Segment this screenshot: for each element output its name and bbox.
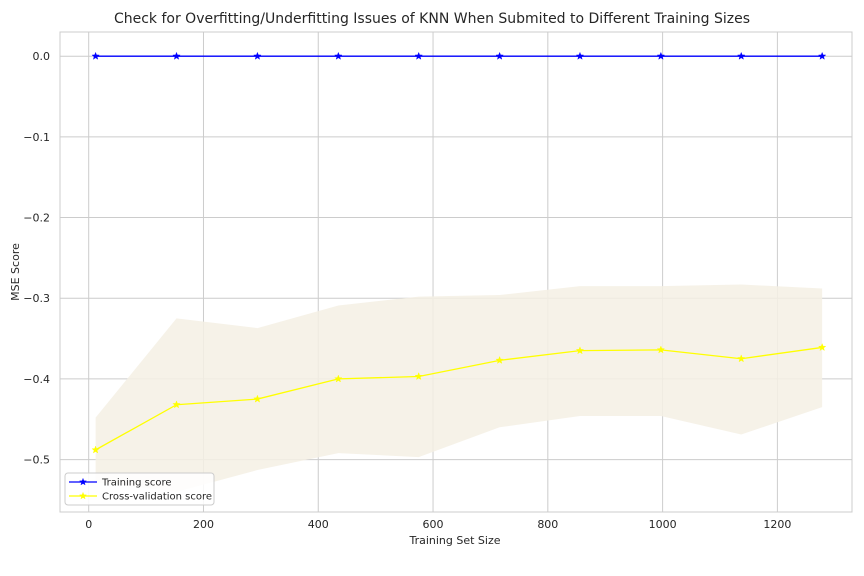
x-tick-label: 800: [537, 518, 558, 531]
data-point: [334, 51, 343, 60]
data-point: [575, 51, 585, 60]
x-tick-label: 0: [85, 518, 92, 531]
y-tick-label: −0.3: [23, 292, 50, 305]
y-tick-label: −0.2: [23, 212, 50, 225]
data-point: [495, 355, 504, 364]
legend-label: Cross-validation score: [102, 492, 212, 503]
legend-swatch-marker: [79, 477, 87, 486]
x-tick-label: 600: [423, 518, 444, 531]
data-point: [414, 51, 423, 60]
series-group: [91, 343, 827, 454]
data-point: [817, 51, 827, 60]
x-tick-label: 200: [193, 518, 214, 531]
data-point: [737, 51, 746, 60]
data-point: [172, 51, 181, 60]
legend: Training score Cross-validation score: [64, 472, 215, 506]
legend-swatch-marker: [79, 491, 87, 500]
y-tick-label: −0.4: [23, 373, 50, 386]
chart-title: Check for Overfitting/Underfitting Issue…: [114, 11, 750, 27]
data-point: [253, 394, 262, 403]
data-point: [414, 372, 423, 381]
data-point: [91, 51, 100, 60]
x-axis-label: Training Set Size: [408, 534, 500, 547]
x-tick-label: 400: [308, 518, 329, 531]
series-group: [91, 51, 827, 60]
y-tick-label: −0.1: [23, 131, 50, 144]
plot-frame: [59, 31, 853, 513]
confidence-bands: [95, 284, 823, 492]
x-tick-label: 1200: [763, 518, 791, 531]
data-point: [656, 345, 666, 354]
data-point: [575, 346, 585, 355]
tick-labels: 0 200 400 600 800 1000 1200 0.0 −0.1 −0.2 −0.3 −0.4…: [23, 50, 791, 531]
y-tick-label: −0.5: [23, 454, 50, 467]
data-point: [172, 400, 181, 409]
data-point: [91, 445, 100, 454]
legend-label: Training score: [101, 478, 172, 489]
y-axis-label: MSE Score: [9, 243, 22, 301]
legend-box: [64, 472, 215, 506]
data-point: [334, 374, 343, 383]
series: [91, 51, 827, 454]
y-tick-label: 0.0: [33, 50, 51, 63]
series-line: [95, 346, 823, 451]
data-point: [737, 354, 746, 363]
data-point: [253, 51, 262, 60]
data-point: [817, 343, 827, 351]
confidence-band: [95, 284, 823, 492]
data-point: [656, 51, 666, 60]
data-point: [495, 51, 504, 60]
x-tick-label: 1000: [649, 518, 677, 531]
